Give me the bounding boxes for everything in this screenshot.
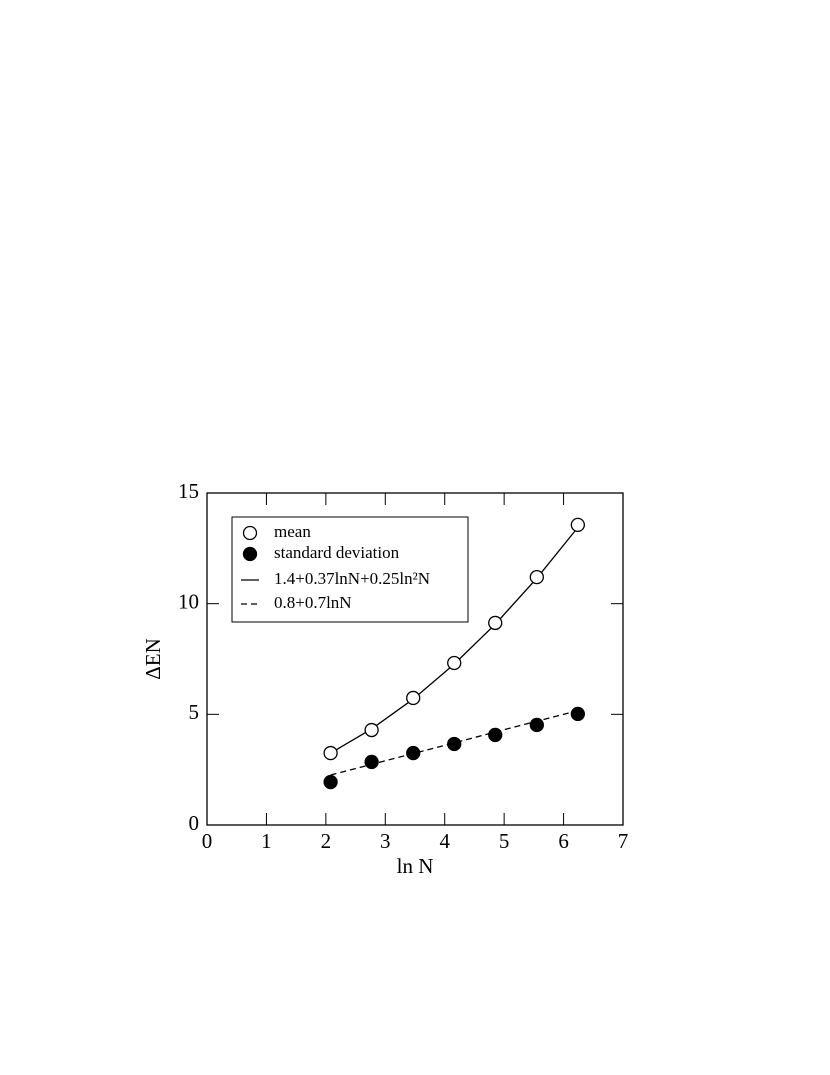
marker [570, 517, 585, 533]
legend-box [231, 516, 469, 623]
y-tick-label: 0 [189, 811, 200, 835]
plot-frame [206, 492, 624, 826]
y-tick-label: 10 [178, 589, 199, 613]
x-tick-label: 7 [618, 829, 629, 853]
y-tick-label: 15 [178, 479, 199, 503]
marker [323, 745, 338, 761]
marker [570, 706, 585, 722]
marker [406, 745, 421, 761]
legend-label: 0.8+0.7lnN [274, 593, 352, 612]
x-tick-label: 0 [202, 829, 213, 853]
x-tick-label: 1 [261, 829, 272, 853]
marker [406, 690, 421, 706]
legend-swatch [242, 525, 258, 541]
marker [488, 727, 503, 743]
legend-label: mean [274, 522, 311, 541]
marker [364, 754, 379, 770]
x-tick-label: 4 [439, 829, 450, 853]
x-axis-label: ln N [397, 854, 434, 878]
marker [529, 569, 544, 585]
legend-label: 1.4+0.37lnN+0.25ln²N [274, 569, 430, 588]
legend-label: standard deviation [274, 543, 400, 562]
marker [323, 774, 338, 790]
marker [488, 615, 503, 631]
marker [364, 722, 379, 738]
legend-swatch [242, 546, 258, 562]
marker [529, 717, 544, 733]
x-tick-label: 6 [558, 829, 569, 853]
marker [447, 655, 462, 671]
x-tick-label: 2 [321, 829, 332, 853]
x-tick-label: 3 [380, 829, 391, 853]
y-axis-label: ΔEN [141, 638, 165, 680]
y-tick-label: 5 [189, 700, 200, 724]
marker [447, 736, 462, 752]
x-tick-label: 5 [499, 829, 510, 853]
